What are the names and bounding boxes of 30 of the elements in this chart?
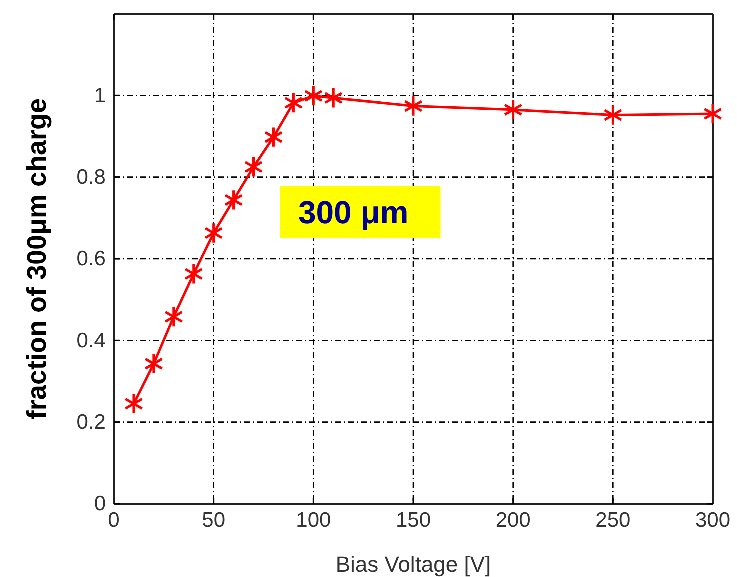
point xyxy=(504,99,523,121)
x-tick-label: 300 xyxy=(695,508,731,532)
point xyxy=(164,306,184,328)
x-tick-label: 150 xyxy=(396,508,432,532)
point xyxy=(284,92,304,114)
point xyxy=(404,95,424,118)
point xyxy=(604,104,623,126)
point xyxy=(204,222,224,244)
point xyxy=(703,103,723,125)
x-tick-label: 100 xyxy=(296,508,332,532)
x-tick-label: 50 xyxy=(202,508,226,532)
point xyxy=(304,85,324,107)
point xyxy=(324,87,344,109)
point xyxy=(144,353,164,375)
y-tick-label: 0.4 xyxy=(76,329,106,352)
point xyxy=(264,126,284,148)
y-tick-label: 1 xyxy=(94,84,106,108)
y-tick-label: 0 xyxy=(94,492,106,516)
annotation: 300 μm xyxy=(298,194,409,230)
point xyxy=(184,263,204,285)
point xyxy=(224,189,244,212)
y-tick-label: 0.6 xyxy=(76,248,106,271)
y-tick-label: 0.2 xyxy=(76,411,106,434)
x-tick-label: 200 xyxy=(496,508,531,532)
x-tick-label: 250 xyxy=(596,508,631,532)
x-axis-title: Bias Voltage [V] xyxy=(336,552,492,577)
y-axis-title: fraction of 300μm charge xyxy=(22,98,52,420)
point xyxy=(124,393,144,415)
y-tick-label: 0.8 xyxy=(76,166,106,190)
point xyxy=(244,156,264,178)
